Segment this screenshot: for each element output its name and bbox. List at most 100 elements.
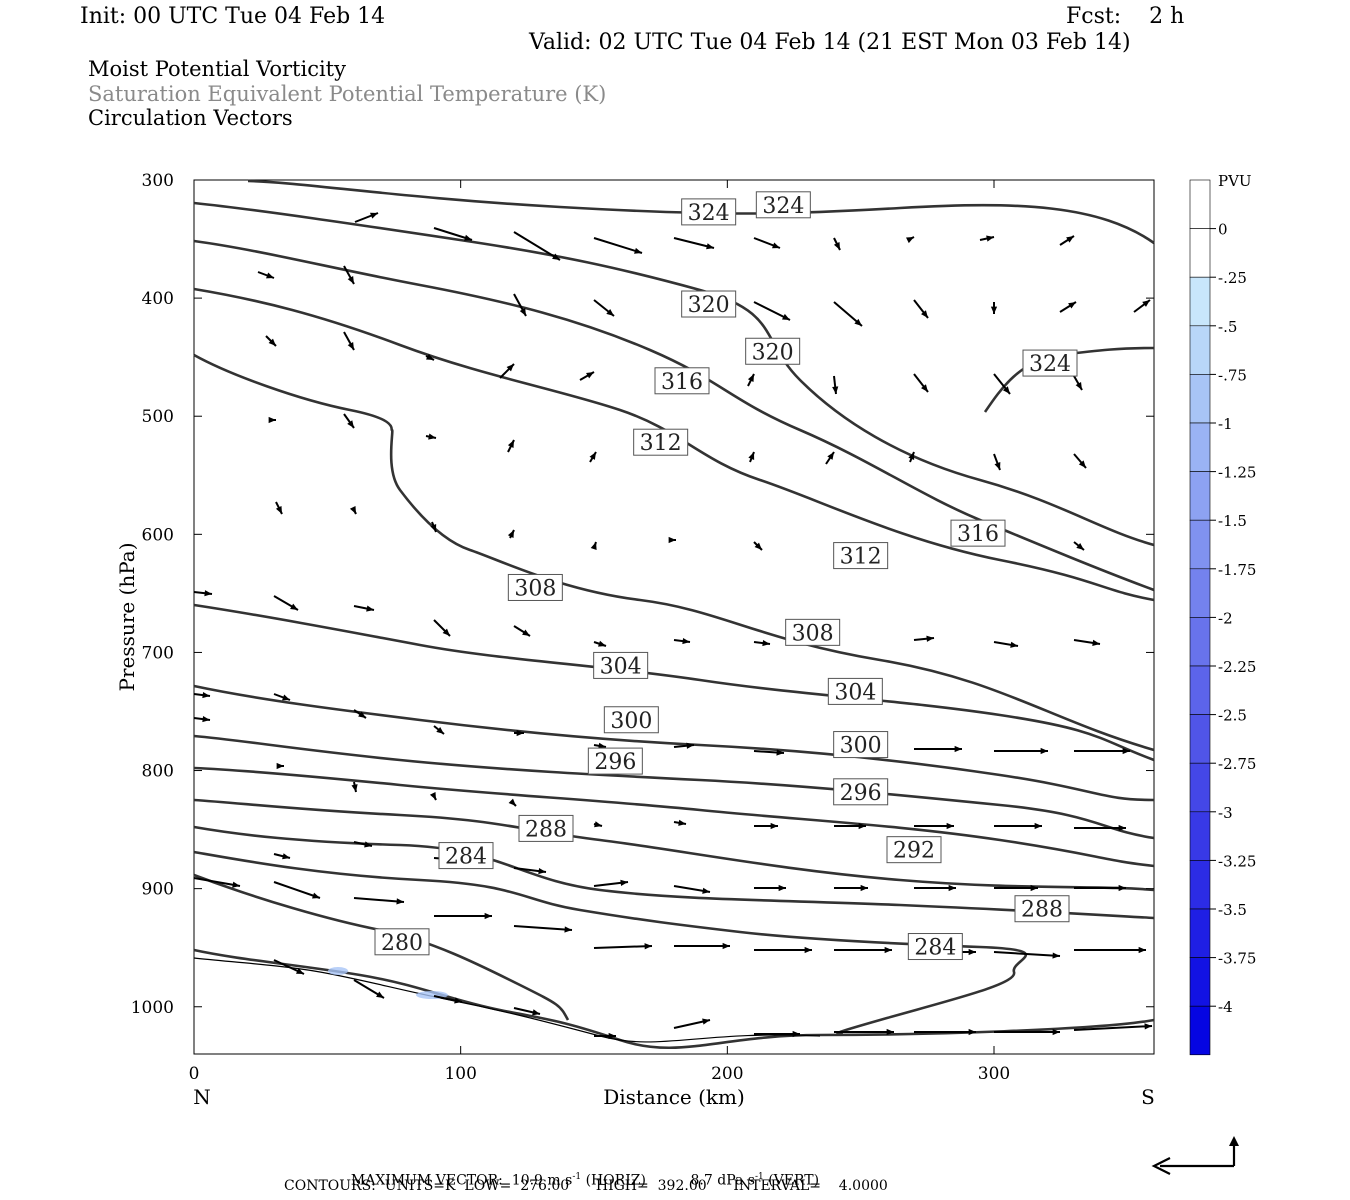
vector-arrowhead (770, 822, 778, 830)
vector-arrowhead (968, 1028, 976, 1036)
vector-arrowhead (522, 629, 530, 636)
vector-arrowhead (1138, 946, 1146, 954)
mpv-shading (328, 967, 348, 975)
vector-arrowhead (347, 342, 354, 350)
colorbar-swatch (1189, 1005, 1211, 1056)
vector-arrowhead (668, 536, 676, 544)
reference-arrowhead-horizontal (1151, 1157, 1171, 1175)
vector-arrowhead (706, 243, 714, 250)
vector-arrowhead (202, 691, 210, 699)
vector-arrowhead (906, 237, 914, 244)
x-end-label-left: N (193, 1085, 211, 1109)
colorbar-swatch (1189, 179, 1211, 229)
vector-arrowhead (507, 530, 514, 538)
contour-label-box (633, 428, 689, 456)
colorbar-label: -3.5 (1218, 901, 1247, 919)
contour-label: 280 (381, 931, 423, 956)
vector-arrowhead (722, 942, 730, 950)
colorbar-label: 0 (1218, 221, 1228, 239)
vector-arrowhead (754, 542, 762, 550)
contour-label: 324 (1029, 352, 1071, 377)
vector-arrowhead (858, 822, 866, 830)
theta-es-contour (193, 353, 1155, 752)
contour-label: 300 (610, 709, 652, 734)
circulation-vector (1073, 1025, 1153, 1031)
colorbar-label: -2.75 (1218, 755, 1256, 773)
vector-arrowhead (276, 762, 284, 770)
vector-arrowhead (702, 887, 710, 894)
vector-arrowhead (644, 943, 652, 950)
vector-arrowhead (804, 946, 812, 954)
contour-label-box (755, 191, 811, 219)
contour-label-box (593, 651, 649, 679)
y-tick-label: 500 (142, 407, 174, 427)
x-tick-label: 300 (978, 1064, 1010, 1084)
vector-arrowhead (516, 729, 524, 737)
vector-arrowhead (598, 640, 606, 647)
vector-arrowhead (370, 212, 378, 219)
vector-arrowhead (854, 318, 862, 326)
colorbar-swatch (1189, 762, 1211, 813)
vector-arrowhead (349, 506, 356, 514)
vector-arrowhead (832, 386, 839, 394)
field-label-theta-es: Saturation Equivalent Potential Temperat… (88, 82, 607, 106)
vector-arrowhead (1118, 824, 1126, 832)
vector-arrowhead (833, 242, 840, 250)
colorbar-swatch (1189, 228, 1211, 278)
contour-label-box (1022, 349, 1078, 377)
vector-arrowhead (396, 898, 404, 905)
vector-arrowhead (594, 821, 602, 828)
vector-arrowhead (358, 711, 366, 718)
colorbar-label: -.5 (1218, 318, 1237, 336)
vector-arrowhead (772, 242, 780, 249)
vert-exponent: -1 (754, 1172, 764, 1182)
vector-arrowhead (1002, 386, 1010, 394)
vector-arrowhead (519, 308, 526, 316)
theta-es-contour (193, 603, 1155, 762)
contour-label: 324 (762, 194, 804, 219)
vector-arrowhead (589, 452, 596, 460)
contour-label: 304 (600, 654, 642, 679)
vector-arrowhead (275, 506, 282, 514)
init-time: Init: 00 UTC Tue 04 Feb 14 (80, 4, 386, 29)
vector-arrowhead (290, 603, 298, 610)
vector-arrowhead (508, 798, 516, 806)
vector-arrowhead (1034, 822, 1042, 830)
vector-arrowhead (782, 313, 790, 320)
colorbar-swatch (1189, 568, 1211, 618)
x-tick-label: 0 (189, 1064, 200, 1084)
colorbar-label: -3.25 (1218, 852, 1256, 870)
vector-arrowhead (532, 1009, 540, 1016)
contour-label-box (587, 747, 643, 775)
colorbar-label: -2 (1218, 609, 1233, 627)
vector-arrowhead (507, 440, 514, 448)
theta-es-contour (247, 179, 1155, 245)
colorbar-swatch (1189, 714, 1211, 764)
vector-arrowhead (702, 1018, 710, 1025)
circulation-vector (993, 951, 1061, 957)
theta-es-contour (193, 850, 1027, 1037)
vector-arrowhead (454, 997, 462, 1004)
vector-arrowhead (552, 253, 560, 260)
vector-arrowhead (926, 635, 934, 642)
vector-arrowhead (364, 841, 372, 848)
circulation-vector (593, 237, 643, 254)
vector-arrowhead (1030, 884, 1038, 892)
contour-label-box (603, 706, 659, 734)
contour-label-box (681, 198, 737, 226)
contour-label-box (654, 367, 710, 395)
vector-arrowhead (1010, 641, 1018, 648)
y-tick-label: 1000 (131, 998, 174, 1018)
vector-arrowhead (1076, 542, 1084, 550)
contour-label: 324 (688, 201, 730, 226)
contour-label-box (907, 933, 963, 961)
field-label-mpv: Moist Potential Vorticity (88, 57, 346, 81)
contour-label-box (438, 842, 494, 870)
vector-arrowhead (908, 452, 915, 460)
max-vector-line: MAXIMUM VECTOR: 10.9 m s-1 (HORIZ) 8.7 d… (342, 1159, 819, 1188)
contour-label-box (833, 731, 889, 759)
contour-label: 284 (914, 936, 956, 961)
contour-label: 312 (640, 431, 682, 456)
vector-arrowhead (990, 306, 998, 314)
vector-arrowhead (608, 1032, 616, 1040)
